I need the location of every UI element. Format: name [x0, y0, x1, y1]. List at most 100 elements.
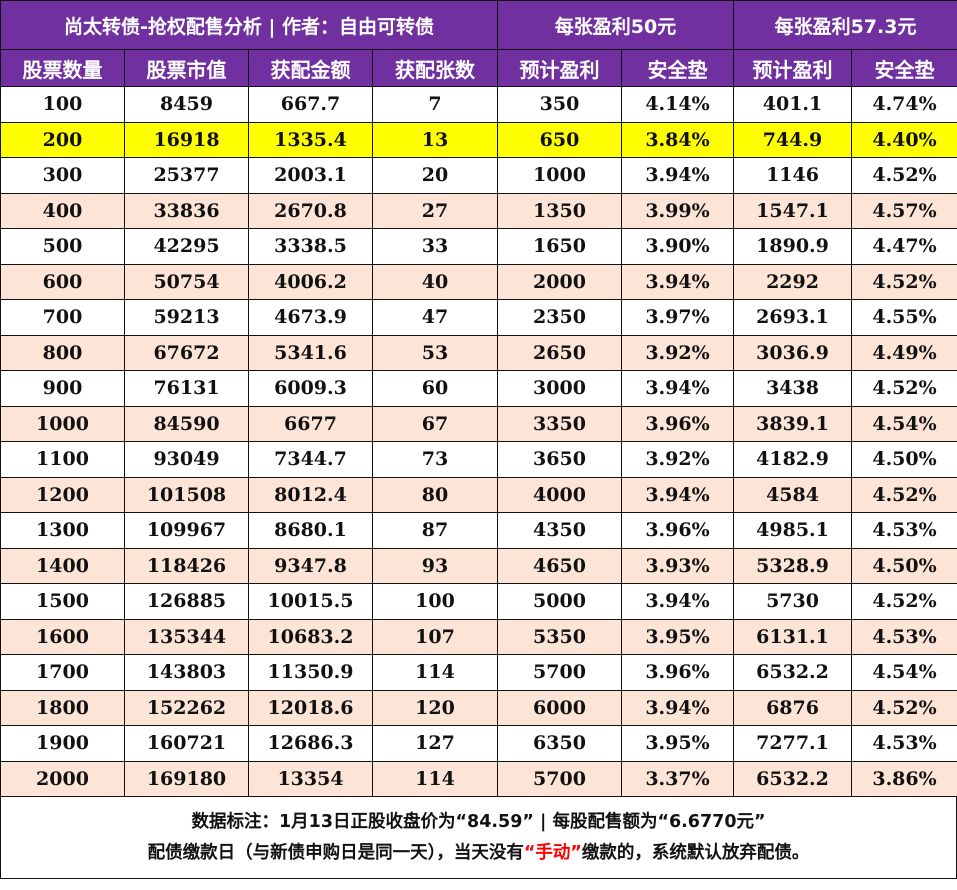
table-row: 200 16918 1335.4 13 650 3.84% 744.9 4.40% — [0, 121, 957, 158]
table-cell: 200 — [0, 121, 125, 158]
table-cell: 33836 — [124, 192, 249, 229]
table-cell: 3.94% — [620, 689, 735, 726]
table-cell: 107 — [372, 618, 498, 655]
table-cell: 20 — [372, 157, 498, 194]
table-cell: 3036.9 — [733, 334, 853, 371]
table-cell: 2000 — [0, 760, 125, 797]
table-cell: 3.86% — [851, 760, 957, 797]
table-cell: 1300 — [0, 512, 125, 549]
table-cell: 50754 — [124, 263, 249, 300]
table-cell: 350 — [497, 86, 622, 123]
table-cell: 4.52% — [851, 583, 957, 620]
table-cell: 4.54% — [851, 654, 957, 691]
table-cell: 1350 — [497, 192, 622, 229]
table-cell: 2650 — [497, 334, 622, 371]
table-cell: 4.52% — [851, 157, 957, 194]
table-cell: 5350 — [497, 618, 622, 655]
table-cell: 25377 — [124, 157, 249, 194]
col-header-shares: 股票数量 — [0, 49, 125, 87]
table-row: 1300 109967 8680.1 87 4350 3.96% 4985.1 4.53% — [0, 512, 957, 549]
table-cell: 3438 — [733, 370, 853, 407]
col-header-safety-57-3: 安全垫 — [851, 49, 957, 87]
footer-notes: 数据标注：1月13日正股收盘价为“84.59” | 每股配售额为“6.6770元… — [0, 797, 957, 879]
table-cell: 73 — [372, 441, 498, 478]
table-cell: 4.14% — [620, 86, 735, 123]
table-cell: 53 — [372, 334, 498, 371]
table-row: 600 50754 4006.2 40 2000 3.94% 2292 4.52% — [0, 263, 957, 300]
table-cell: 10015.5 — [248, 583, 373, 620]
col-header-profit-57-3: 预计盈利 — [733, 49, 853, 87]
table-cell: 135344 — [124, 618, 249, 655]
table-cell: 5341.6 — [248, 334, 373, 371]
table-cell: 8459 — [124, 86, 249, 123]
table-cell: 3.95% — [620, 618, 735, 655]
table-cell: 401.1 — [733, 86, 853, 123]
table-cell: 1547.1 — [733, 192, 853, 229]
table-cell: 1700 — [0, 654, 125, 691]
table-row: 700 59213 4673.9 47 2350 3.97% 2693.1 4.55% — [0, 299, 957, 336]
table-cell: 127 — [372, 725, 498, 762]
table-cell: 3839.1 — [733, 405, 853, 442]
table-cell: 667.7 — [248, 86, 373, 123]
table-cell: 7277.1 — [733, 725, 853, 762]
table-cell: 4.53% — [851, 618, 957, 655]
table-cell: 4.52% — [851, 476, 957, 513]
table-cell: 87 — [372, 512, 498, 549]
table-cell: 5000 — [497, 583, 622, 620]
col-header-profit-50: 预计盈利 — [497, 49, 622, 87]
table-cell: 3.96% — [620, 654, 735, 691]
footer-manual-highlight: “手动” — [523, 843, 582, 863]
table-cell: 9347.8 — [248, 547, 373, 584]
table-row: 800 67672 5341.6 53 2650 3.92% 3036.9 4.49% — [0, 334, 957, 371]
table-cell: 67672 — [124, 334, 249, 371]
col-header-market-value: 股票市值 — [124, 49, 249, 87]
table-cell: 3350 — [497, 405, 622, 442]
table-cell: 8680.1 — [248, 512, 373, 549]
table-cell: 114 — [372, 760, 498, 797]
table-cell: 4985.1 — [733, 512, 853, 549]
table-cell: 6000 — [497, 689, 622, 726]
table-cell: 3338.5 — [248, 228, 373, 265]
table-cell: 60 — [372, 370, 498, 407]
footer-line-2: 配债缴款日（与新债申购日是同一天），当天没有“手动”缴款的，系统默认放弃配债。 — [1, 838, 956, 869]
table-cell: 59213 — [124, 299, 249, 336]
table-cell: 152262 — [124, 689, 249, 726]
table-cell: 4.40% — [851, 121, 957, 158]
table-cell: 6876 — [733, 689, 853, 726]
table-cell: 2292 — [733, 263, 853, 300]
table-cell: 120 — [372, 689, 498, 726]
allotment-table: 尚太转债-抢权配售分析 | 作者：自由可转债 每张盈利50元 每张盈利57.3元… — [0, 0, 957, 797]
table-cell: 3.94% — [620, 263, 735, 300]
table-cell: 7 — [372, 86, 498, 123]
table-cell: 47 — [372, 299, 498, 336]
table-cell: 13354 — [248, 760, 373, 797]
table-cell: 93049 — [124, 441, 249, 478]
table-cell: 1890.9 — [733, 228, 853, 265]
table-cell: 13 — [372, 121, 498, 158]
table-cell: 2670.8 — [248, 192, 373, 229]
table-cell: 114 — [372, 654, 498, 691]
table-cell: 3.92% — [620, 441, 735, 478]
table-cell: 300 — [0, 157, 125, 194]
table-row: 2000 169180 13354 114 5700 3.37% 6532.2 3.86% — [0, 760, 957, 797]
table-row: 1900 160721 12686.3 127 6350 3.95% 7277.1 4.53% — [0, 725, 957, 762]
table-cell: 2350 — [497, 299, 622, 336]
table-cell: 3.93% — [620, 547, 735, 584]
table-cell: 5700 — [497, 760, 622, 797]
table-cell: 3.96% — [620, 405, 735, 442]
group-header-57-3: 每张盈利57.3元 — [733, 0, 957, 50]
table-cell: 4.52% — [851, 689, 957, 726]
table-cell: 900 — [0, 370, 125, 407]
table-cell: 6350 — [497, 725, 622, 762]
table-row: 500 42295 3338.5 33 1650 3.90% 1890.9 4.47% — [0, 228, 957, 265]
table-cell: 1200 — [0, 476, 125, 513]
table-row: 100 8459 667.7 7 350 4.14% 401.1 4.74% — [0, 86, 957, 123]
table-cell: 5700 — [497, 654, 622, 691]
table-cell: 500 — [0, 228, 125, 265]
col-header-allot-amount: 获配金额 — [248, 49, 373, 87]
footer-line-1: 数据标注：1月13日正股收盘价为“84.59” | 每股配售额为“6.6770元… — [191, 812, 766, 832]
table-cell: 1100 — [0, 441, 125, 478]
table-cell: 3.94% — [620, 476, 735, 513]
table-cell: 80 — [372, 476, 498, 513]
table-cell: 100 — [0, 86, 125, 123]
